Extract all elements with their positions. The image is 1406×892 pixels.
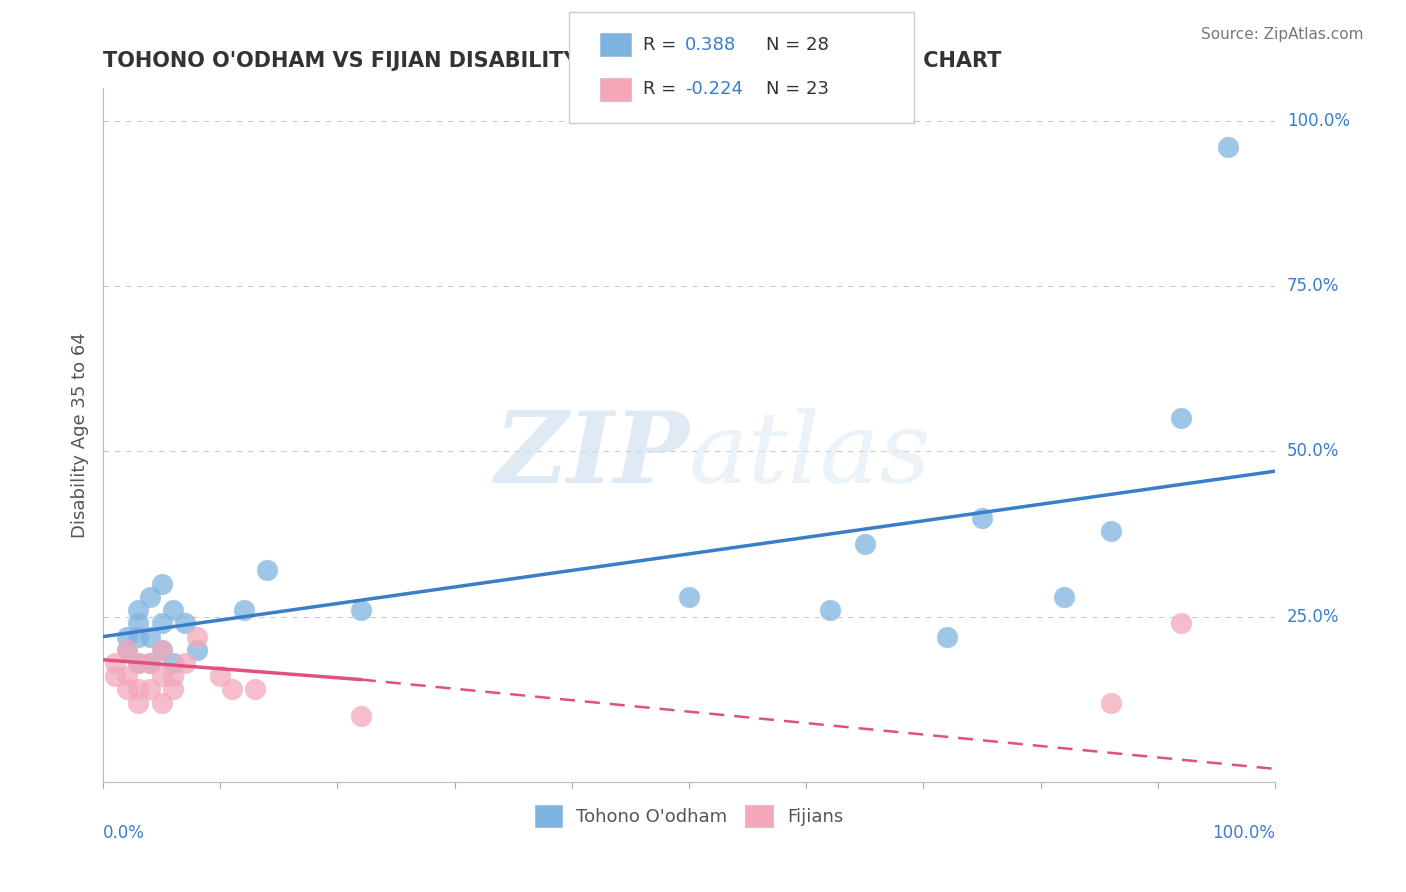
Text: Source: ZipAtlas.com: Source: ZipAtlas.com xyxy=(1201,27,1364,42)
Point xyxy=(1099,696,1122,710)
Point xyxy=(162,603,184,617)
Text: TOHONO O'ODHAM VS FIJIAN DISABILITY AGE 35 TO 64 CORRELATION CHART: TOHONO O'ODHAM VS FIJIAN DISABILITY AGE … xyxy=(103,51,1001,70)
Point xyxy=(127,616,149,631)
Text: 50.0%: 50.0% xyxy=(1286,442,1339,460)
Point xyxy=(150,576,173,591)
Text: N = 23: N = 23 xyxy=(766,80,830,98)
Point xyxy=(162,656,184,670)
Point xyxy=(245,682,267,697)
Point xyxy=(115,630,138,644)
Point xyxy=(221,682,243,697)
Text: 25.0%: 25.0% xyxy=(1286,607,1339,625)
Point xyxy=(970,510,993,524)
Point xyxy=(1170,411,1192,425)
Y-axis label: Disability Age 35 to 64: Disability Age 35 to 64 xyxy=(72,332,89,538)
Text: N = 28: N = 28 xyxy=(766,36,830,54)
Point xyxy=(853,537,876,551)
Point xyxy=(115,642,138,657)
Point xyxy=(350,709,373,723)
Point xyxy=(186,642,208,657)
Point xyxy=(127,630,149,644)
Point xyxy=(139,656,162,670)
Point xyxy=(150,669,173,683)
Text: 0.388: 0.388 xyxy=(685,36,735,54)
Point xyxy=(935,630,957,644)
Point xyxy=(232,603,254,617)
Text: 100.0%: 100.0% xyxy=(1286,112,1350,129)
Point xyxy=(256,563,278,577)
Point xyxy=(139,682,162,697)
Point xyxy=(1216,140,1239,154)
Point xyxy=(1053,590,1076,604)
Point xyxy=(139,630,162,644)
Text: 100.0%: 100.0% xyxy=(1212,824,1275,842)
Point xyxy=(350,603,373,617)
Point xyxy=(209,669,232,683)
Point xyxy=(174,616,197,631)
Point xyxy=(150,696,173,710)
Point xyxy=(127,656,149,670)
Point xyxy=(678,590,700,604)
Text: -0.224: -0.224 xyxy=(685,80,742,98)
Text: R =: R = xyxy=(643,36,682,54)
Point xyxy=(139,656,162,670)
Point xyxy=(127,656,149,670)
Point xyxy=(186,630,208,644)
Point xyxy=(150,642,173,657)
Point xyxy=(127,696,149,710)
Point xyxy=(139,590,162,604)
Point xyxy=(115,669,138,683)
Point xyxy=(162,669,184,683)
Point xyxy=(174,656,197,670)
Point xyxy=(150,642,173,657)
Point xyxy=(104,669,127,683)
Text: atlas: atlas xyxy=(689,408,932,503)
Point xyxy=(115,682,138,697)
Point xyxy=(1170,616,1192,631)
Legend: Tohono O'odham, Fijians: Tohono O'odham, Fijians xyxy=(526,796,852,836)
Text: 0.0%: 0.0% xyxy=(103,824,145,842)
Point xyxy=(104,656,127,670)
Point xyxy=(115,642,138,657)
Point xyxy=(150,616,173,631)
Text: 75.0%: 75.0% xyxy=(1286,277,1339,295)
Point xyxy=(1099,524,1122,538)
Point xyxy=(162,682,184,697)
Text: ZIP: ZIP xyxy=(494,408,689,504)
Point xyxy=(818,603,841,617)
Point xyxy=(127,682,149,697)
Text: R =: R = xyxy=(643,80,682,98)
Point xyxy=(127,603,149,617)
